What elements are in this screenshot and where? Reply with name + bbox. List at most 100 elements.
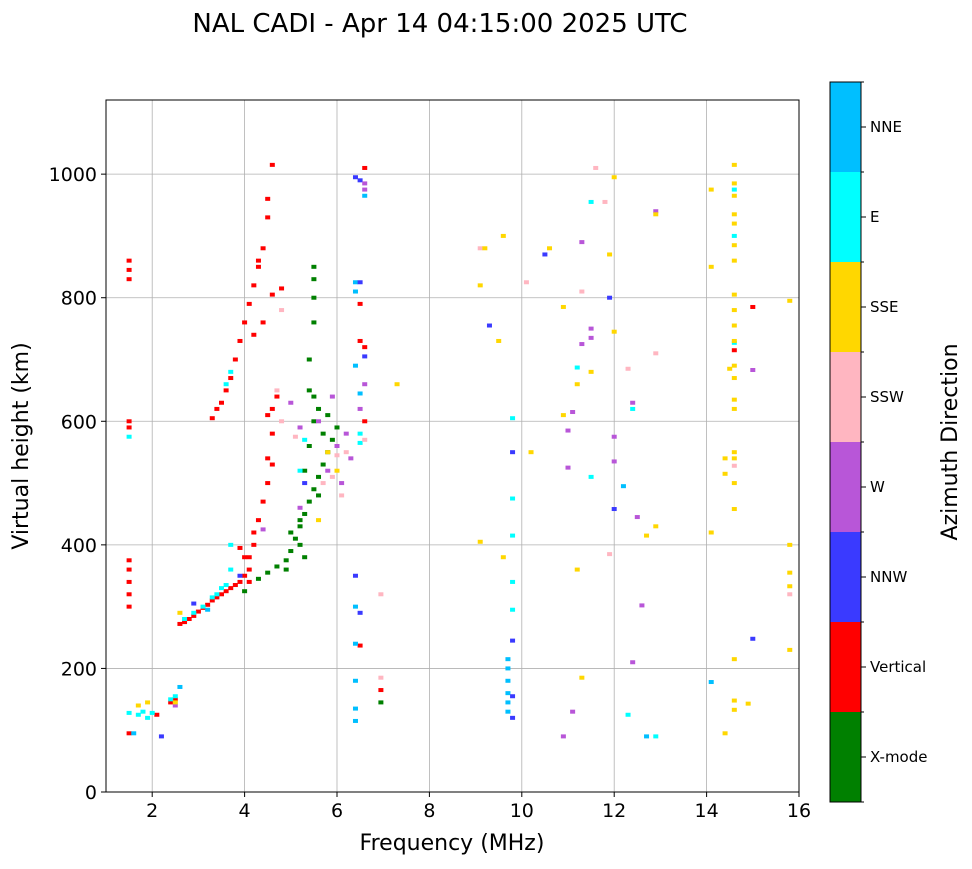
- data-point-sse: [477, 283, 483, 288]
- data-point-vertical: [214, 595, 220, 600]
- data-point-sse: [607, 252, 613, 257]
- data-point-nnw: [611, 507, 617, 512]
- data-point-sse: [560, 413, 566, 418]
- data-point-vertical: [126, 558, 132, 563]
- data-point-x-mode: [325, 413, 331, 418]
- data-point-vertical: [126, 419, 132, 424]
- data-point-ssw: [378, 675, 384, 680]
- data-point-nnw: [486, 323, 492, 328]
- data-point-vertical: [191, 613, 197, 618]
- data-point-w: [630, 660, 636, 665]
- data-point-vertical: [260, 499, 266, 504]
- data-point-nne: [505, 657, 511, 662]
- data-point-w: [172, 703, 178, 708]
- data-point-nnw: [607, 295, 613, 300]
- data-point-ssw: [607, 552, 613, 557]
- data-point-vertical: [232, 357, 238, 362]
- x-tick-label: 10: [510, 800, 534, 822]
- data-point-x-mode: [302, 511, 308, 516]
- data-point-sse: [145, 700, 151, 705]
- data-point-ssw: [378, 592, 384, 597]
- data-point-sse: [731, 450, 737, 455]
- data-point-nnw: [510, 638, 516, 643]
- data-point-sse: [731, 363, 737, 368]
- data-point-x-mode: [255, 576, 261, 581]
- data-point-vertical: [242, 320, 248, 325]
- data-point-sse: [731, 181, 737, 186]
- data-point-vertical: [209, 416, 215, 421]
- colorbar-label: Azimuth Direction: [938, 343, 963, 540]
- data-point-sse: [653, 212, 659, 217]
- data-point-w: [570, 709, 576, 714]
- data-point-sse: [574, 382, 580, 387]
- data-point-w: [630, 400, 636, 405]
- data-point-sse: [722, 456, 728, 461]
- data-point-w: [348, 456, 354, 461]
- x-tick-label: 4: [239, 800, 251, 822]
- data-point-vertical: [265, 215, 271, 220]
- data-point-e: [182, 617, 188, 621]
- data-point-sse: [731, 481, 737, 486]
- plot-frame: [105, 99, 800, 793]
- data-point-x-mode: [265, 570, 271, 575]
- data-point-sse: [731, 456, 737, 461]
- y-tick-label: 1000: [49, 164, 97, 186]
- data-point-e: [588, 474, 594, 479]
- data-point-e: [223, 583, 229, 588]
- data-point-vertical: [750, 304, 756, 309]
- data-point-x-mode: [311, 487, 317, 492]
- data-point-ssw: [625, 366, 631, 371]
- x-tick-label: 2: [146, 800, 158, 822]
- data-point-nne: [177, 684, 183, 689]
- data-point-e: [135, 712, 141, 717]
- data-point-sse: [787, 647, 793, 652]
- data-point-nnw: [302, 481, 308, 486]
- data-point-nnw: [352, 573, 358, 578]
- data-point-nne: [505, 666, 511, 671]
- data-point-sse: [135, 703, 141, 708]
- data-point-w: [579, 240, 585, 245]
- data-point-vertical: [246, 555, 252, 560]
- data-point-vertical: [255, 518, 261, 523]
- data-point-sse: [496, 338, 502, 343]
- data-point-ssw: [523, 280, 529, 285]
- colorbar-segment-vertical: [830, 622, 861, 712]
- data-point-vertical: [237, 338, 243, 343]
- colorbar-tick-label: E: [870, 208, 879, 226]
- data-point-sse: [172, 700, 178, 705]
- data-point-e: [228, 567, 234, 572]
- data-point-vertical: [223, 388, 229, 393]
- data-point-x-mode: [316, 474, 322, 479]
- data-point-e: [168, 697, 174, 702]
- data-point-vertical: [154, 712, 160, 717]
- data-point-sse: [731, 338, 737, 343]
- colorbar-tick-label: SSW: [870, 388, 904, 406]
- colorbar-tick-label: Vertical: [870, 658, 926, 676]
- data-point-x-mode: [306, 444, 312, 448]
- data-point-vertical: [269, 162, 275, 167]
- data-point-nne: [362, 193, 368, 198]
- data-point-vertical: [219, 400, 224, 405]
- x-tick-label: 8: [423, 800, 435, 822]
- data-point-sse: [731, 406, 737, 411]
- data-point-x-mode: [297, 542, 303, 547]
- data-point-sse: [731, 507, 737, 512]
- data-point-nnw: [362, 354, 368, 359]
- data-point-e: [126, 710, 132, 715]
- data-point-w: [288, 400, 294, 405]
- data-point-sse: [787, 584, 793, 589]
- data-point-e: [219, 586, 224, 591]
- data-point-ssw: [731, 463, 737, 468]
- data-point-nne: [357, 391, 363, 396]
- data-point-vertical: [126, 604, 132, 609]
- data-point-e: [731, 233, 737, 238]
- data-point-e: [630, 406, 636, 411]
- data-point-sse: [731, 323, 737, 328]
- data-point-nne: [352, 280, 358, 285]
- data-point-nne: [205, 607, 211, 612]
- data-point-sse: [500, 555, 506, 560]
- data-point-vertical: [126, 731, 132, 736]
- y-axis-label: Virtual height (km): [9, 342, 34, 549]
- data-point-x-mode: [320, 462, 326, 467]
- data-point-sse: [787, 298, 793, 303]
